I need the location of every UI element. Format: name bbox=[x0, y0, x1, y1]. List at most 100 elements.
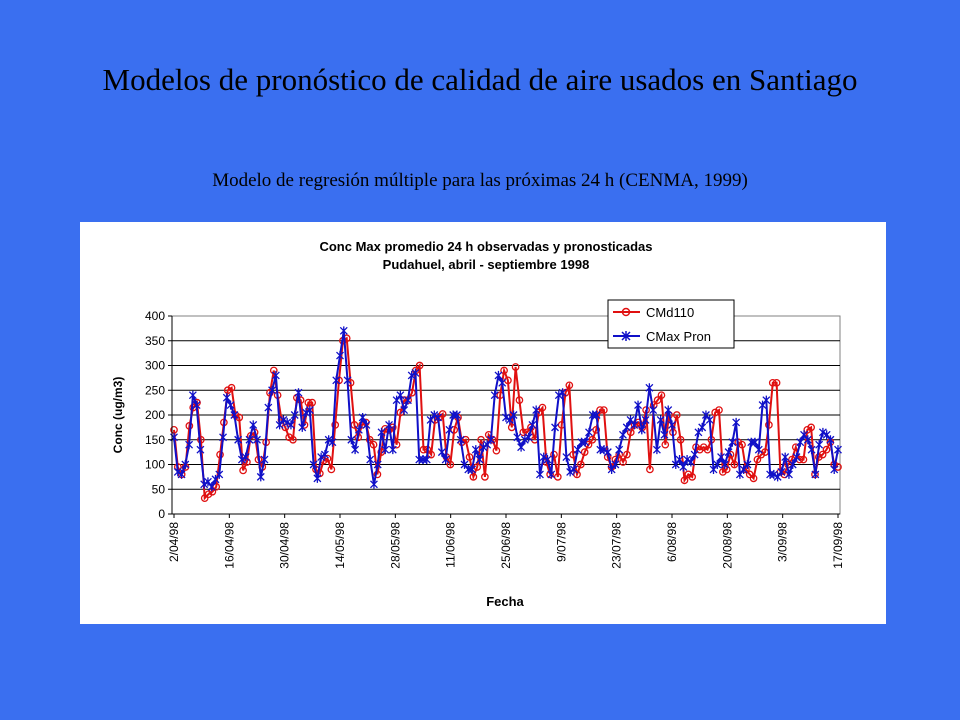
point-forecast bbox=[724, 447, 733, 457]
point-forecast bbox=[792, 452, 801, 462]
point-observed bbox=[200, 494, 209, 503]
point-observed bbox=[588, 435, 597, 444]
point-forecast bbox=[309, 460, 318, 469]
point-forecast bbox=[818, 427, 827, 437]
point-forecast bbox=[271, 370, 280, 380]
point-forecast bbox=[528, 420, 537, 430]
point-forecast bbox=[298, 422, 307, 432]
point-observed bbox=[646, 465, 654, 474]
point-forecast bbox=[377, 427, 386, 437]
point-forecast bbox=[569, 464, 578, 474]
point-observed bbox=[803, 426, 812, 434]
point-observed bbox=[699, 443, 708, 452]
x-tick-label: 11/06/98 bbox=[444, 522, 458, 568]
point-forecast bbox=[407, 370, 416, 380]
point-forecast bbox=[207, 482, 216, 492]
point-forecast bbox=[615, 445, 624, 455]
x-tick-label: 6/08/98 bbox=[665, 522, 679, 562]
point-forecast bbox=[441, 455, 450, 465]
y-tick-label: 100 bbox=[145, 458, 165, 472]
point-forecast bbox=[324, 435, 333, 445]
point-observed bbox=[749, 474, 758, 483]
legend: CMd110 CMax Pron bbox=[607, 299, 735, 349]
point-observed bbox=[327, 465, 336, 474]
point-forecast bbox=[709, 464, 718, 474]
point-observed bbox=[438, 410, 447, 418]
point-observed bbox=[799, 455, 808, 464]
point-observed bbox=[807, 423, 815, 432]
slide-subtitle: Modelo de regresión múltiple para las pr… bbox=[212, 170, 748, 191]
point-observed bbox=[745, 470, 754, 479]
point-forecast bbox=[283, 417, 292, 427]
point-observed bbox=[661, 440, 670, 449]
point-forecast bbox=[320, 450, 329, 460]
point-forecast bbox=[713, 460, 722, 469]
point-forecast bbox=[683, 455, 692, 465]
point-observed bbox=[377, 448, 386, 456]
point-forecast bbox=[305, 405, 314, 415]
point-forecast bbox=[313, 473, 322, 483]
point-observed bbox=[822, 445, 831, 454]
y-tick-label: 0 bbox=[158, 507, 165, 521]
point-observed bbox=[500, 366, 508, 375]
point-forecast bbox=[652, 445, 661, 455]
point-forecast bbox=[343, 375, 352, 385]
point-observed bbox=[719, 468, 727, 476]
point-forecast bbox=[539, 452, 548, 462]
point-forecast bbox=[686, 457, 695, 467]
point-observed bbox=[711, 408, 720, 417]
x-tick-label: 20/08/98 bbox=[720, 522, 734, 569]
point-forecast bbox=[502, 412, 510, 422]
point-forecast bbox=[634, 400, 643, 410]
point-forecast bbox=[362, 420, 371, 430]
point-observed bbox=[492, 446, 501, 455]
chart-title-line-2: Pudahuel, abril - septiembre 1998 bbox=[383, 257, 590, 272]
point-forecast bbox=[339, 326, 348, 336]
point-forecast bbox=[773, 472, 782, 482]
y-tick-label: 400 bbox=[145, 309, 165, 323]
point-forecast bbox=[592, 410, 601, 420]
point-forecast bbox=[366, 455, 375, 465]
point-forecast bbox=[626, 415, 635, 425]
point-forecast bbox=[241, 452, 250, 462]
point-forecast bbox=[701, 410, 710, 420]
point-observed bbox=[676, 435, 685, 444]
point-observed bbox=[308, 398, 317, 407]
point-forecast bbox=[547, 469, 556, 479]
point-forecast bbox=[215, 469, 224, 479]
point-forecast bbox=[607, 464, 616, 474]
point-forecast bbox=[520, 435, 529, 445]
point-forecast bbox=[811, 469, 820, 479]
y-tick-label: 300 bbox=[145, 359, 165, 373]
point-forecast bbox=[671, 460, 680, 469]
point-forecast bbox=[354, 425, 363, 435]
point-forecast bbox=[392, 395, 401, 405]
point-forecast bbox=[264, 403, 273, 413]
point-observed bbox=[415, 361, 424, 370]
point-forecast bbox=[728, 437, 737, 447]
point-forecast bbox=[388, 445, 397, 455]
point-observed bbox=[688, 473, 697, 481]
point-forecast bbox=[317, 452, 326, 462]
point-forecast bbox=[268, 385, 277, 395]
point-forecast bbox=[230, 410, 239, 420]
point-forecast bbox=[581, 437, 590, 447]
point-forecast bbox=[385, 420, 394, 430]
point-forecast bbox=[505, 415, 514, 425]
point-observed bbox=[565, 381, 574, 390]
point-observed bbox=[208, 487, 217, 496]
x-tick-label: 2/04/98 bbox=[167, 522, 181, 562]
point-forecast bbox=[486, 435, 495, 445]
point-forecast bbox=[551, 422, 560, 432]
x-tick-label: 30/04/98 bbox=[278, 522, 292, 569]
point-observed bbox=[623, 450, 631, 459]
point-forecast bbox=[796, 437, 805, 447]
point-observed bbox=[446, 460, 455, 469]
point-forecast bbox=[585, 427, 593, 437]
point-forecast bbox=[720, 460, 729, 469]
point-observed bbox=[204, 490, 213, 499]
point-forecast bbox=[234, 435, 243, 445]
point-forecast bbox=[830, 464, 839, 474]
x-tick-label: 25/06/98 bbox=[499, 522, 513, 569]
legend-marker-forecast bbox=[621, 331, 631, 341]
